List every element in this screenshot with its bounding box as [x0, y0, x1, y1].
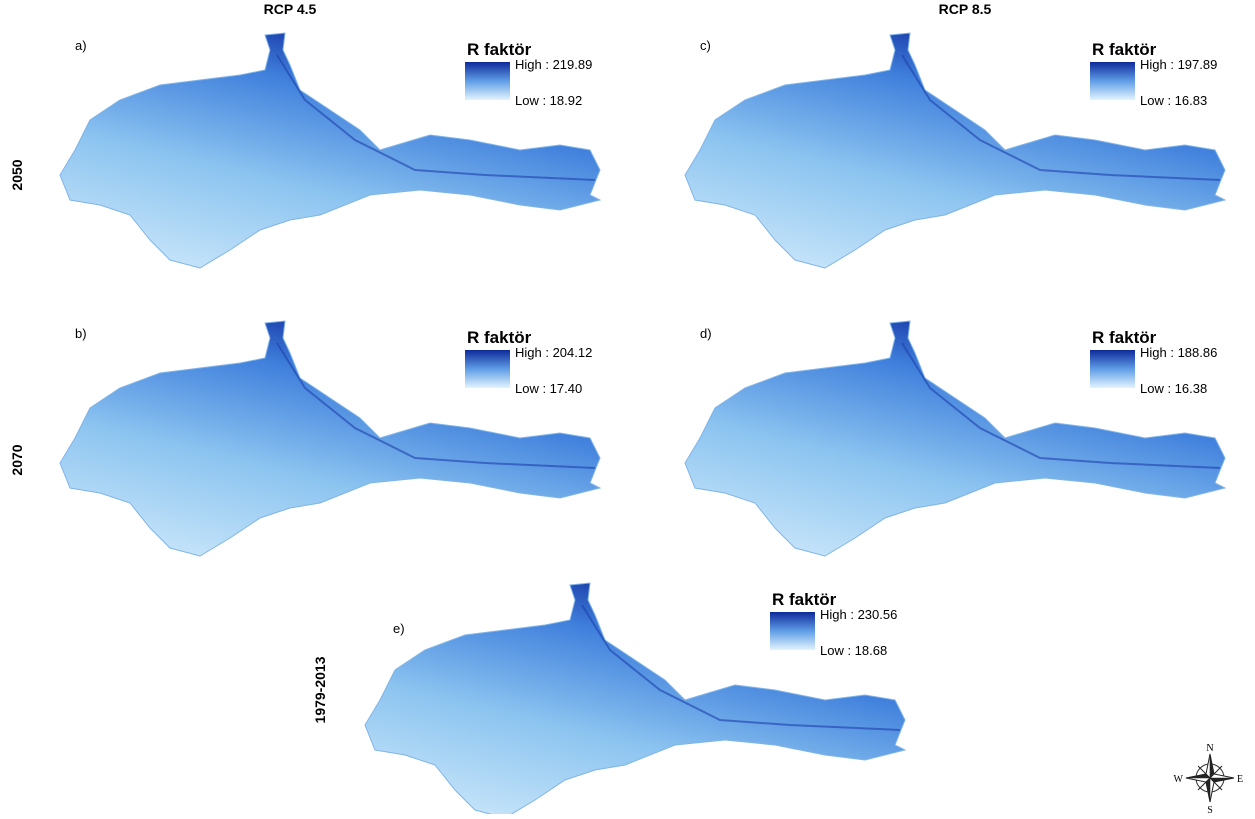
compass-w: W: [1174, 774, 1184, 785]
row-label: 1979-2013: [312, 656, 328, 723]
panel-label: e): [393, 621, 405, 636]
legend-low: Low : 16.83: [1140, 93, 1207, 108]
compass: N E S W: [1174, 743, 1244, 814]
legend-swatch: [1090, 62, 1135, 100]
panel-label: b): [75, 326, 87, 341]
figure: RCP 4.5 RCP 8.5 2050 2070 1979-2013 a)R …: [0, 0, 1255, 814]
legend-low: Low : 17.40: [515, 381, 582, 396]
legend-high: High : 197.89: [1140, 57, 1217, 72]
row-label: 2070: [9, 444, 25, 475]
legend-swatch: [465, 350, 510, 388]
legend-high: High : 188.86: [1140, 345, 1217, 360]
legend-low: Low : 18.92: [515, 93, 582, 108]
panel-label: d): [700, 326, 712, 341]
compass-e: E: [1237, 774, 1243, 785]
legend-high: High : 204.12: [515, 345, 592, 360]
panel-label: c): [700, 38, 711, 53]
legend-high: High : 230.56: [820, 607, 897, 622]
legend-low: Low : 16.38: [1140, 381, 1207, 396]
compass-s: S: [1207, 805, 1213, 814]
legend-swatch: [1090, 350, 1135, 388]
panel-label: a): [75, 38, 87, 53]
row-label: 2050: [9, 159, 25, 190]
column-header: RCP 4.5: [264, 1, 317, 17]
compass-n: N: [1206, 743, 1213, 754]
column-header: RCP 8.5: [939, 1, 992, 17]
legend-high: High : 219.89: [515, 57, 592, 72]
legend-low: Low : 18.68: [820, 643, 887, 658]
legend-swatch: [770, 612, 815, 650]
legend-swatch: [465, 62, 510, 100]
